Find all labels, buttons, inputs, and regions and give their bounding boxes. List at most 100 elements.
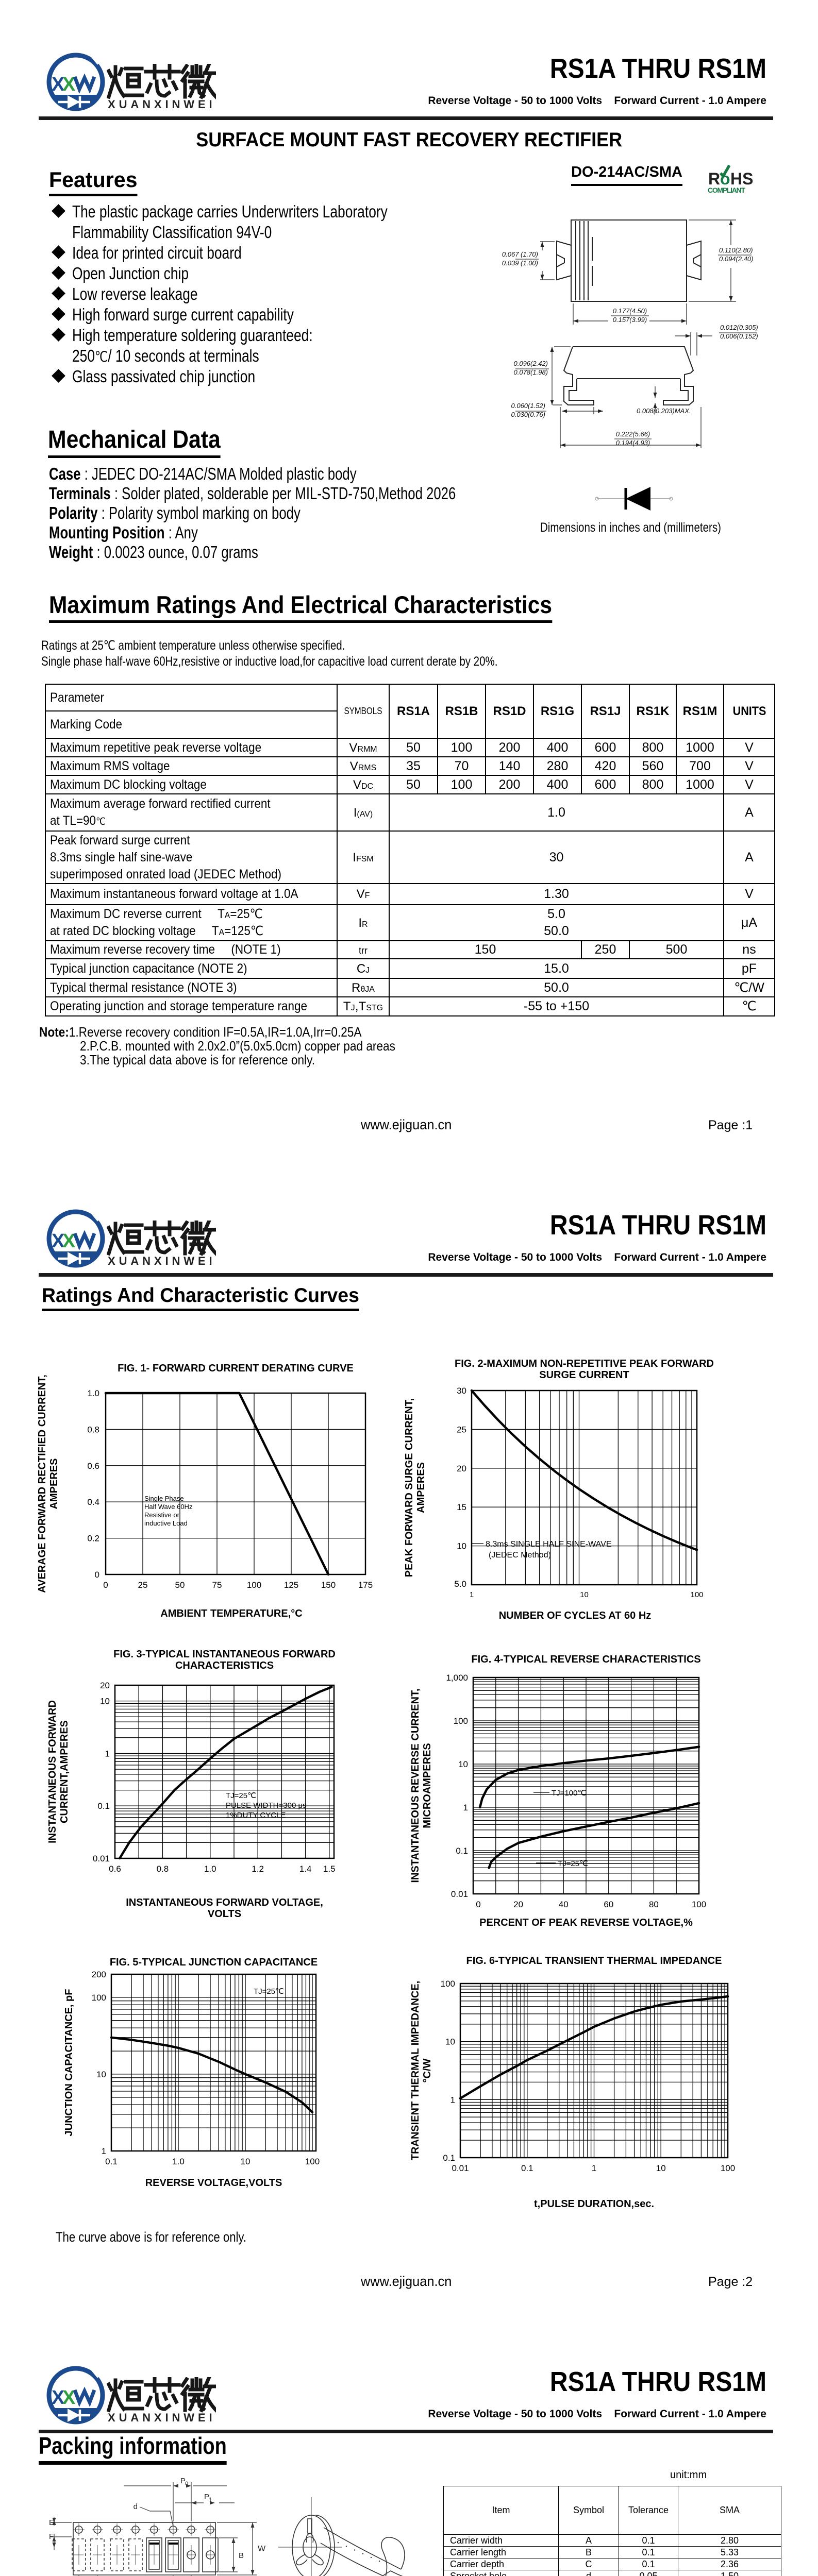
svg-text:SURGE CURRENT: SURGE CURRENT — [539, 1369, 629, 1381]
svg-text:20: 20 — [100, 1681, 110, 1690]
svg-text:20: 20 — [457, 1464, 466, 1473]
svg-text:AMBIENT TEMPERATURE,°C: AMBIENT TEMPERATURE,°C — [160, 1608, 302, 1619]
svg-text:d: d — [133, 2502, 138, 2511]
svg-text:AMPERES: AMPERES — [415, 1462, 427, 1513]
svg-text:0.094(2.40): 0.094(2.40) — [719, 255, 754, 263]
svg-text:TRANSIENT THERMAL IMPEDANCE,: TRANSIENT THERMAL IMPEDANCE, — [410, 1981, 421, 2161]
svg-text:0.1: 0.1 — [105, 2157, 118, 2166]
svg-text:1.0: 1.0 — [204, 1864, 216, 1874]
svg-text:100: 100 — [692, 1900, 706, 1909]
svg-text:100: 100 — [441, 1979, 455, 1989]
svg-text:8.3ms SINGLE HALF SINE-WAVE: 8.3ms SINGLE HALF SINE-WAVE — [486, 1540, 612, 1549]
svg-text:INSTANTANEOUS FORWARD: INSTANTANEOUS FORWARD — [47, 1700, 58, 1843]
svg-text:30: 30 — [457, 1386, 466, 1396]
svg-text:10: 10 — [241, 2157, 251, 2166]
svg-text:FIG. 1- FORWARD CURRENT DERATI: FIG. 1- FORWARD CURRENT DERATING CURVE — [118, 1363, 354, 1374]
svg-text:REVERSE VOLTAGE,VOLTS: REVERSE VOLTAGE,VOLTS — [145, 2177, 282, 2189]
svg-text:100: 100 — [92, 1993, 106, 2003]
svg-text:5.0: 5.0 — [454, 1579, 466, 1589]
svg-text:1: 1 — [592, 2163, 596, 2173]
svg-text:AMPERES: AMPERES — [48, 1459, 60, 1510]
svg-text:X: X — [52, 74, 65, 95]
svg-text:t,PULSE DURATION,sec.: t,PULSE DURATION,sec. — [534, 2198, 654, 2210]
svg-text:FIG. 6-TYPICAL TRANSIENT THERM: FIG. 6-TYPICAL TRANSIENT THERMAL IMPEDAN… — [466, 1955, 722, 1967]
svg-text:0.01: 0.01 — [93, 1854, 110, 1863]
svg-text:0.1: 0.1 — [443, 2153, 455, 2163]
svg-text:10: 10 — [458, 1759, 468, 1769]
svg-text:X: X — [52, 2387, 65, 2409]
svg-text:0.8: 0.8 — [157, 1864, 169, 1874]
svg-text:FIG. 4-TYPICAL REVERSE CHARACT: FIG. 4-TYPICAL REVERSE CHARACTERISTICS — [471, 1654, 700, 1665]
svg-text:Single Phase: Single Phase — [144, 1495, 184, 1502]
svg-text:CURRENT,AMPERES: CURRENT,AMPERES — [59, 1720, 70, 1823]
svg-text:Half Wave 60Hz: Half Wave 60Hz — [144, 1503, 192, 1511]
svg-text:0: 0 — [476, 1900, 480, 1909]
svg-text:0.078(1.98): 0.078(1.98) — [514, 368, 548, 376]
svg-text:0.222(5.66): 0.222(5.66) — [616, 430, 650, 438]
svg-text:1.0: 1.0 — [87, 1388, 99, 1398]
svg-text:FIG. 3-TYPICAL INSTANTANEOUS F: FIG. 3-TYPICAL INSTANTANEOUS FORWARD — [113, 1649, 336, 1660]
svg-text:0.030(0.76): 0.030(0.76) — [511, 411, 546, 418]
svg-text:FIG. 2-MAXIMUM NON-REPETITIVE: FIG. 2-MAXIMUM NON-REPETITIVE PEAK FORWA… — [455, 1358, 714, 1369]
svg-text:0.110(2.80): 0.110(2.80) — [719, 246, 753, 254]
svg-text:E: E — [49, 2518, 54, 2527]
svg-text:10: 10 — [100, 1697, 110, 1706]
svg-text:100: 100 — [454, 1716, 468, 1726]
svg-text:0.157(3.99): 0.157(3.99) — [613, 316, 647, 324]
svg-text:Resistive or: Resistive or — [144, 1511, 180, 1519]
svg-text:inductive Load: inductive Load — [144, 1519, 188, 1527]
svg-text:TJ=100℃: TJ=100℃ — [552, 1789, 586, 1798]
svg-text:INSTANTANEOUS FORWARD VOLTAGE,: INSTANTANEOUS FORWARD VOLTAGE, — [126, 1897, 323, 1908]
svg-text:0.008(0.203)MAX.: 0.008(0.203)MAX. — [637, 407, 691, 415]
svg-text:X: X — [62, 74, 76, 95]
svg-text:R: R — [708, 170, 720, 188]
svg-text:1.0: 1.0 — [172, 2157, 185, 2166]
svg-text:1%DUTY CYCLE: 1%DUTY CYCLE — [226, 1811, 286, 1820]
svg-text:X: X — [52, 1230, 65, 1252]
svg-text:100: 100 — [247, 1580, 261, 1590]
svg-text:0.039 (1.00): 0.039 (1.00) — [502, 259, 538, 267]
svg-text:10: 10 — [457, 1541, 466, 1551]
svg-text:50: 50 — [175, 1580, 185, 1590]
svg-text:0: 0 — [185, 2481, 188, 2487]
svg-text:0: 0 — [95, 1570, 99, 1580]
svg-text:VOLTS: VOLTS — [208, 1908, 241, 1920]
svg-text:125: 125 — [284, 1580, 298, 1590]
svg-text:25: 25 — [138, 1580, 148, 1590]
svg-text:0.194(4.93): 0.194(4.93) — [616, 439, 650, 447]
svg-text:1.2: 1.2 — [252, 1864, 264, 1874]
svg-text:0.012(0.305): 0.012(0.305) — [720, 324, 758, 331]
svg-text:TJ=25℃: TJ=25℃ — [226, 1791, 256, 1800]
svg-text:0.1: 0.1 — [521, 2163, 533, 2173]
svg-text:60: 60 — [604, 1900, 613, 1909]
svg-text:0.4: 0.4 — [87, 1497, 99, 1507]
svg-text:40: 40 — [559, 1900, 569, 1909]
svg-text:PERCENT OF PEAK REVERSE VOLTAG: PERCENT OF PEAK REVERSE VOLTAGE,% — [479, 1917, 693, 1928]
svg-text:0.067 (1.70): 0.067 (1.70) — [502, 250, 538, 258]
svg-text:0.096(2.42): 0.096(2.42) — [514, 360, 548, 367]
svg-text:W: W — [258, 2545, 266, 2553]
svg-text:F: F — [49, 2532, 54, 2541]
svg-text:20: 20 — [513, 1900, 523, 1909]
svg-text:1.4: 1.4 — [299, 1864, 312, 1874]
svg-text:AVERAGE FORWARD RECTIFIED CURR: AVERAGE FORWARD RECTIFIED CURRENT, — [37, 1375, 48, 1593]
svg-text:CHARACTERISTICS: CHARACTERISTICS — [175, 1660, 274, 1671]
svg-text:0.2: 0.2 — [87, 1534, 99, 1544]
svg-text:1: 1 — [470, 1590, 474, 1599]
svg-text:1: 1 — [102, 2146, 106, 2156]
svg-text:0.177(4.50): 0.177(4.50) — [613, 307, 647, 315]
svg-text:0.01: 0.01 — [451, 1889, 468, 1899]
svg-text:1: 1 — [105, 1749, 110, 1758]
svg-text:0.6: 0.6 — [87, 1461, 99, 1471]
svg-text:100: 100 — [305, 2157, 320, 2166]
svg-text:PEAK FORWARD SURGE CURRENT,: PEAK FORWARD SURGE CURRENT, — [404, 1398, 415, 1577]
svg-text:100: 100 — [690, 1590, 703, 1599]
svg-text:0.01: 0.01 — [452, 2163, 469, 2173]
svg-text:P: P — [204, 2493, 209, 2501]
svg-text:80: 80 — [649, 1900, 659, 1909]
svg-text:1.5: 1.5 — [323, 1864, 336, 1874]
svg-text:(JEDEC Method): (JEDEC Method) — [489, 1551, 551, 1560]
svg-text:INSTANTANEOUS REVERSE CURRENT,: INSTANTANEOUS REVERSE CURRENT, — [410, 1688, 421, 1883]
svg-text:PULSE WIDTH=300 μs: PULSE WIDTH=300 μs — [226, 1801, 307, 1810]
svg-text:0: 0 — [103, 1580, 108, 1590]
